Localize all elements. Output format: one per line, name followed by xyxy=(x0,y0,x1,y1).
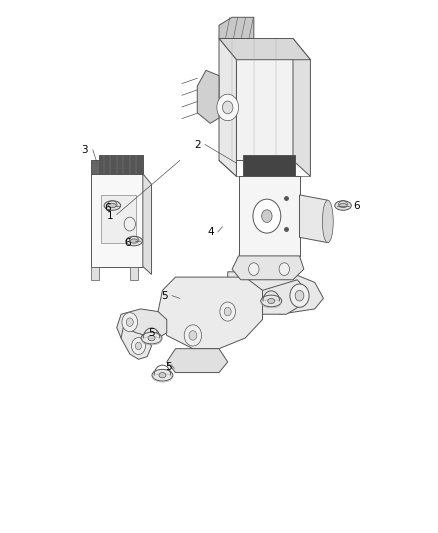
Circle shape xyxy=(189,330,197,340)
Circle shape xyxy=(290,284,309,308)
Ellipse shape xyxy=(261,295,282,307)
Text: 5: 5 xyxy=(166,362,172,372)
Polygon shape xyxy=(130,266,138,280)
Ellipse shape xyxy=(109,204,116,208)
Ellipse shape xyxy=(268,298,275,304)
Circle shape xyxy=(224,308,231,316)
Circle shape xyxy=(184,325,201,346)
Polygon shape xyxy=(158,277,262,349)
Text: 3: 3 xyxy=(81,145,88,155)
Text: 6: 6 xyxy=(105,203,111,213)
Polygon shape xyxy=(91,160,99,174)
Polygon shape xyxy=(262,280,306,314)
Ellipse shape xyxy=(339,204,347,208)
Ellipse shape xyxy=(159,373,166,378)
Ellipse shape xyxy=(104,201,120,211)
Text: 6: 6 xyxy=(353,200,360,211)
Circle shape xyxy=(295,290,304,301)
Polygon shape xyxy=(232,256,304,280)
Circle shape xyxy=(124,217,135,231)
Polygon shape xyxy=(167,349,228,373)
Circle shape xyxy=(131,337,145,354)
Polygon shape xyxy=(102,195,136,243)
Polygon shape xyxy=(121,327,152,359)
Text: 1: 1 xyxy=(107,211,113,221)
Polygon shape xyxy=(219,17,254,38)
Polygon shape xyxy=(117,309,167,343)
Polygon shape xyxy=(219,38,311,60)
Circle shape xyxy=(122,313,138,332)
Polygon shape xyxy=(99,155,143,174)
Ellipse shape xyxy=(126,236,142,246)
Ellipse shape xyxy=(130,239,138,243)
Polygon shape xyxy=(197,70,219,123)
Ellipse shape xyxy=(335,201,351,211)
Text: 4: 4 xyxy=(207,227,214,237)
Text: 6: 6 xyxy=(124,238,131,248)
Circle shape xyxy=(223,101,233,114)
Circle shape xyxy=(249,263,259,276)
Circle shape xyxy=(135,342,141,350)
Ellipse shape xyxy=(152,369,173,381)
Text: 5: 5 xyxy=(148,328,155,338)
Text: 5: 5 xyxy=(161,290,168,301)
Circle shape xyxy=(253,199,281,233)
Polygon shape xyxy=(239,176,300,256)
Polygon shape xyxy=(91,266,99,280)
Circle shape xyxy=(261,210,272,222)
Polygon shape xyxy=(228,272,323,314)
Polygon shape xyxy=(243,155,295,176)
Polygon shape xyxy=(219,38,293,160)
Circle shape xyxy=(126,318,133,326)
Polygon shape xyxy=(91,174,143,266)
Circle shape xyxy=(220,302,236,321)
Polygon shape xyxy=(219,38,237,176)
Polygon shape xyxy=(293,38,311,176)
Ellipse shape xyxy=(322,200,333,243)
Ellipse shape xyxy=(141,332,162,344)
Ellipse shape xyxy=(148,335,155,341)
Polygon shape xyxy=(300,195,328,243)
Text: 2: 2 xyxy=(194,140,201,150)
Circle shape xyxy=(217,94,239,120)
Circle shape xyxy=(279,263,290,276)
Polygon shape xyxy=(143,174,152,274)
